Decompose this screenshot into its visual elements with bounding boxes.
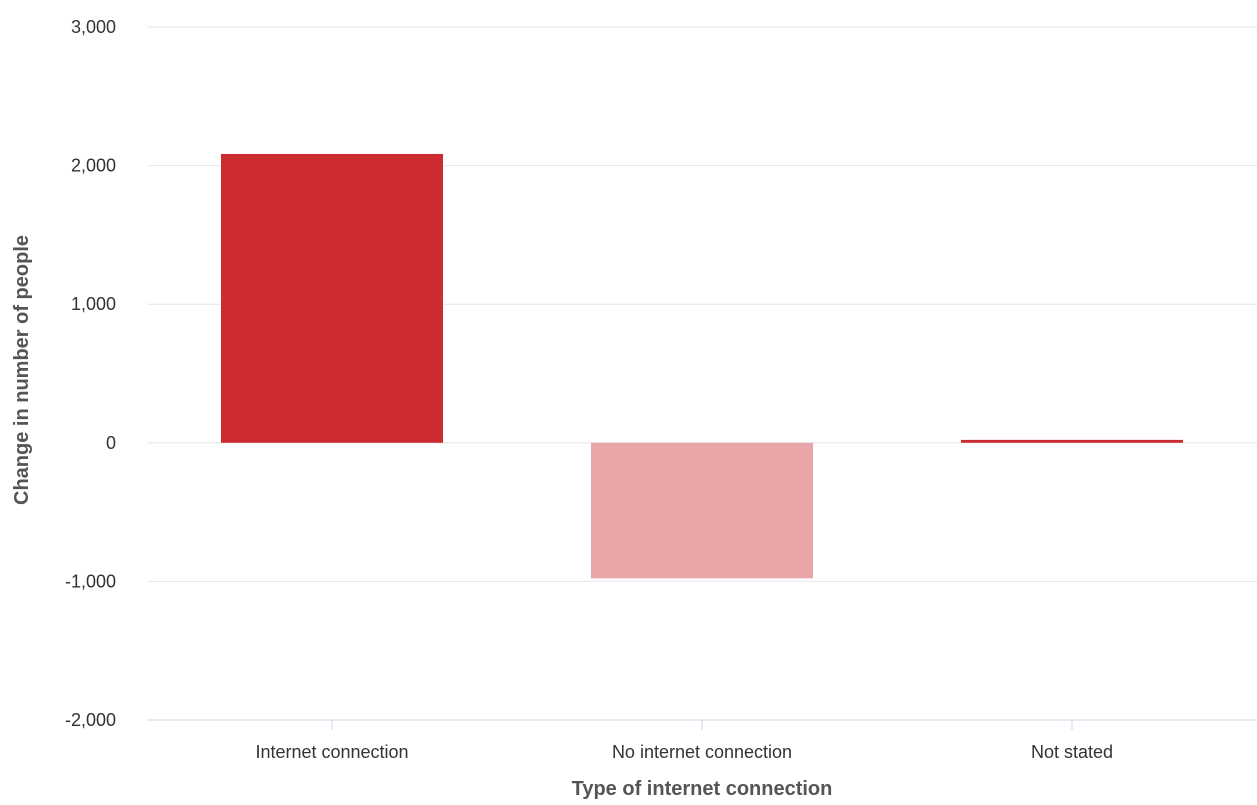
y-tick-label: -1,000 [65,571,116,591]
bar [221,153,443,443]
x-tick-label: Not stated [1031,742,1113,762]
y-axis-ticks: -2,000 -1,000 0 1,000 2,000 3,000 [65,17,116,730]
y-tick-label: 0 [106,433,116,453]
bar [591,442,813,579]
bars [221,153,1183,579]
y-tick-label: 1,000 [71,294,116,314]
x-axis: Internet connection No internet connectio… [147,719,1257,762]
y-tick-label: 3,000 [71,17,116,37]
y-tick-label: 2,000 [71,156,116,176]
y-axis-title: Change in number of people [11,235,33,505]
x-tick-label: No internet connection [612,742,792,762]
y-tick-label: -2,000 [65,710,116,730]
x-tick-label: Internet connection [255,742,408,762]
bar [961,439,1183,443]
x-axis-title: Type of internet connection [572,778,833,800]
